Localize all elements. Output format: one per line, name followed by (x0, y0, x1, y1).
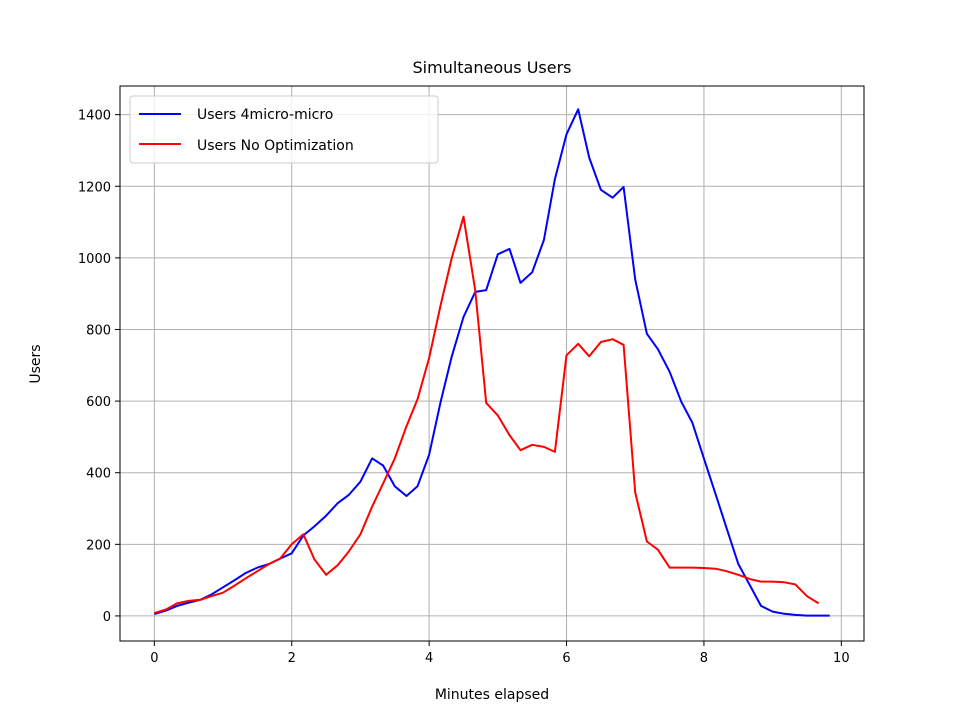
series-line-1 (154, 215, 820, 615)
chart-title: Simultaneous Users (413, 58, 572, 77)
y-axis-label: Users (28, 344, 44, 383)
legend: Users 4micro-micro Users No Optimization (129, 95, 439, 164)
y-tick-label: 1200 (78, 180, 111, 195)
x-tick-label: 2 (288, 651, 296, 666)
y-tick-label: 200 (86, 538, 111, 553)
plot-frame (119, 85, 865, 642)
x-tick-label: 0 (150, 651, 158, 666)
x-tick-label: 6 (562, 651, 570, 666)
y-tick-label: 1000 (78, 252, 111, 267)
y-tick-label: 800 (86, 323, 111, 338)
grid-lines (120, 86, 864, 641)
x-axis-label: Minutes elapsed (435, 687, 549, 703)
x-tick-label: 10 (833, 651, 850, 666)
x-tick-label: 4 (425, 651, 433, 666)
x-tick-label: 8 (700, 651, 708, 666)
axis-ticks: 0 2 4 6 8 10 0 200 400 600 800 1000 1200 1400 (78, 109, 850, 666)
y-tick-label: 1400 (78, 109, 111, 124)
legend-label-users-no-optimization: Users No Optimization (197, 138, 354, 154)
y-tick-label: 0 (103, 610, 111, 625)
series-lines (154, 108, 830, 617)
y-tick-label: 600 (86, 395, 111, 410)
legend-box (129, 95, 439, 164)
y-tick-label: 400 (86, 467, 111, 482)
legend-label-users-4micro-micro: Users 4micro-micro (197, 107, 333, 123)
